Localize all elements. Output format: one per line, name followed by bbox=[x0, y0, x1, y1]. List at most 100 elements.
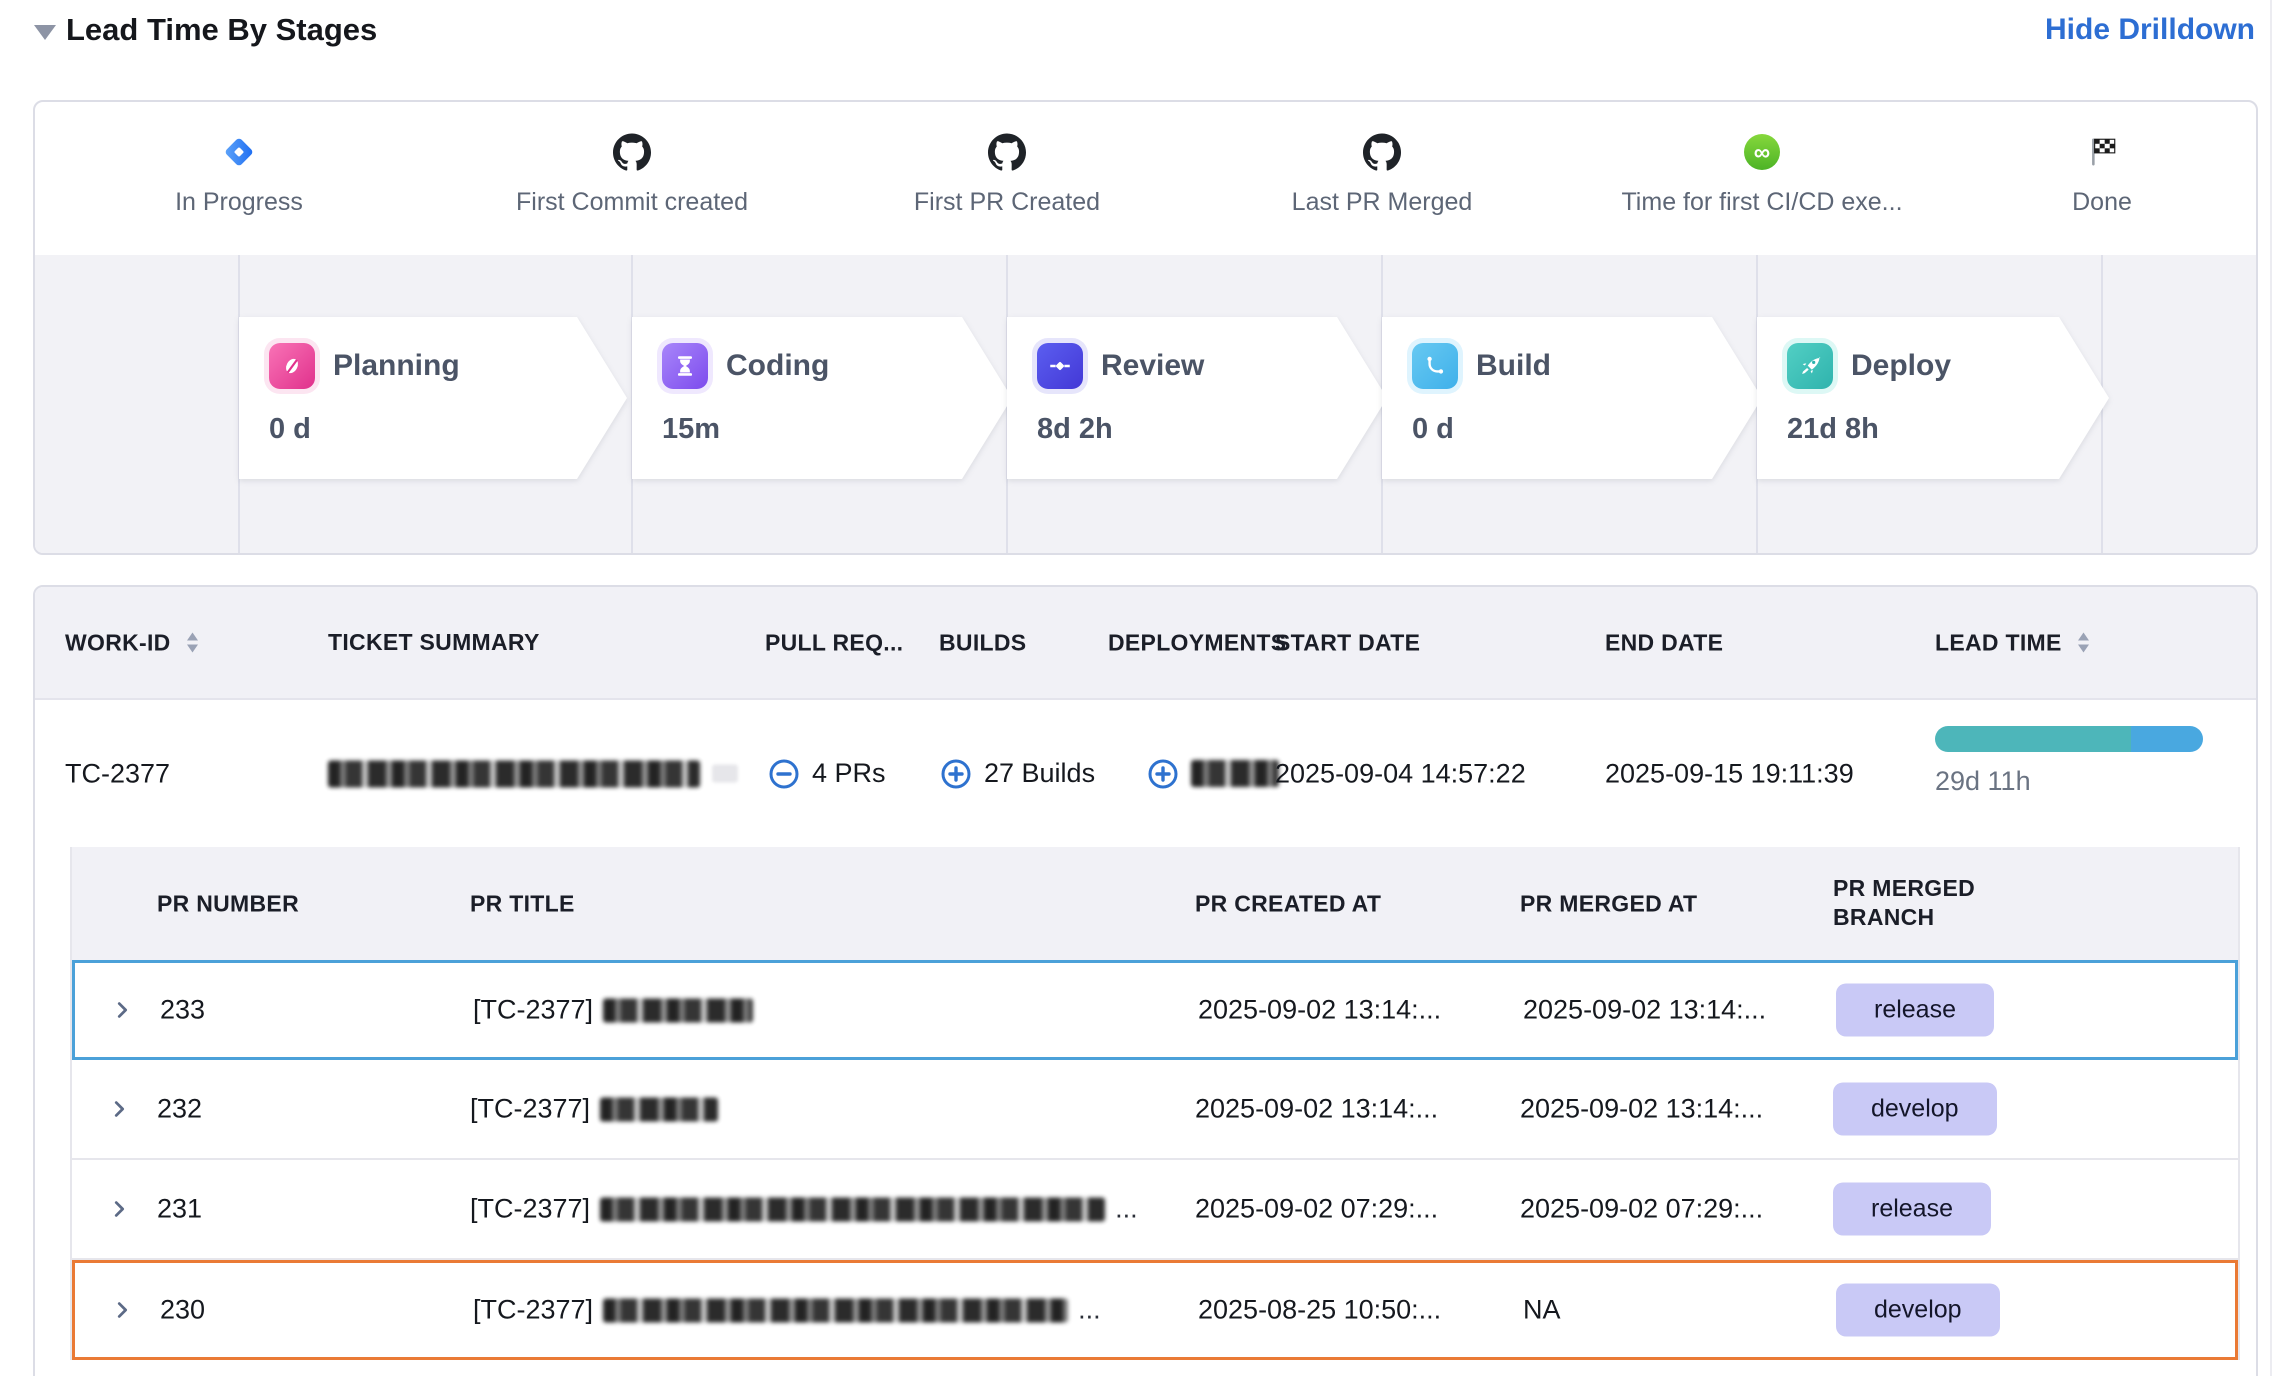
stage-duration: 21d 8h bbox=[1787, 413, 1879, 445]
pr-row-233[interactable]: 233 [TC-2377] 2025-09-02 13:14:... 2025-… bbox=[72, 960, 2238, 1060]
pr-title-prefix: [TC-2377] bbox=[473, 1294, 594, 1325]
redacted-text bbox=[603, 998, 754, 1022]
column-header-pull-requests: PULL REQ... bbox=[765, 629, 904, 655]
redacted-text bbox=[1191, 760, 1279, 787]
redacted-text-light bbox=[712, 764, 738, 783]
minus-circle-icon[interactable] bbox=[768, 758, 800, 790]
hide-drilldown-link[interactable]: Hide Drilldown bbox=[2045, 13, 2255, 46]
build-branch-icon bbox=[1412, 343, 1458, 389]
stage-duration: 15m bbox=[662, 413, 721, 445]
deploy-rocket-icon bbox=[1787, 343, 1833, 389]
stage-deploy: Deploy 21d 8h bbox=[1757, 317, 2109, 479]
redacted-text bbox=[328, 760, 700, 787]
collapse-triangle-icon[interactable] bbox=[34, 25, 56, 40]
pr-merged-at: 2025-09-02 13:14:... bbox=[1523, 994, 1767, 1025]
work-items-table: WORK-ID TICKET SUMMARY PULL REQ... BUILD… bbox=[33, 585, 2258, 1376]
pr-row-231[interactable]: 231 [TC-2377] ... 2025-09-02 07:29:... 2… bbox=[72, 1160, 2238, 1260]
branch-badge[interactable]: release bbox=[1836, 983, 1994, 1037]
expand-chevron-icon[interactable] bbox=[111, 1299, 133, 1321]
lead-time-cell: 29d 11h bbox=[1935, 726, 2203, 797]
pr-title-ellipsis: ... bbox=[1078, 1294, 1101, 1325]
expand-chevron-icon[interactable] bbox=[111, 999, 133, 1021]
deployments-cell[interactable] bbox=[1147, 758, 1279, 790]
branch-badge[interactable]: develop bbox=[1833, 1082, 1997, 1136]
column-label: LEAD TIME bbox=[1935, 629, 2062, 655]
github-octocat-icon bbox=[1202, 130, 1562, 174]
sort-icon[interactable] bbox=[185, 631, 200, 655]
redacted-text bbox=[603, 1298, 1069, 1322]
milestone-done: Done bbox=[1922, 130, 2256, 217]
pr-drilldown-table: PR NUMBER PR TITLE PR CREATED AT PR MERG… bbox=[70, 847, 2240, 1360]
pull-requests-count: 4 PRs bbox=[812, 758, 886, 788]
planning-icon bbox=[269, 343, 315, 389]
column-header-start-date: START DATE bbox=[1275, 629, 1421, 655]
coding-hourglass-icon bbox=[662, 343, 708, 389]
pull-requests-cell[interactable]: 4 PRs bbox=[768, 758, 886, 790]
pr-table-header: PR NUMBER PR TITLE PR CREATED AT PR MERG… bbox=[72, 847, 2238, 960]
pr-merged-at: 2025-09-02 13:14:... bbox=[1520, 1093, 1764, 1124]
sort-icon[interactable] bbox=[2076, 631, 2091, 655]
column-header-lead-time: LEAD TIME bbox=[1935, 629, 2091, 656]
work-item-row: TC-2377 4 PRs 27 Builds bbox=[35, 700, 2256, 847]
redacted-text bbox=[600, 1197, 1106, 1221]
pr-title-ellipsis: ... bbox=[1115, 1193, 1138, 1224]
pr-number: 231 bbox=[157, 1193, 203, 1224]
column-header-end-date: END DATE bbox=[1605, 629, 1724, 655]
redacted-text bbox=[600, 1097, 719, 1121]
pr-created-at: 2025-09-02 07:29:... bbox=[1195, 1193, 1439, 1224]
expand-chevron-icon[interactable] bbox=[108, 1098, 130, 1120]
stage-name: Deploy bbox=[1851, 349, 1952, 382]
github-octocat-icon bbox=[452, 130, 812, 174]
milestone-label: Done bbox=[2072, 188, 2132, 216]
pr-merged-at: 2025-09-02 07:29:... bbox=[1520, 1193, 1764, 1224]
cicd-infinity-icon: ∞ bbox=[1572, 130, 1952, 174]
column-header-builds: BUILDS bbox=[939, 629, 1027, 655]
plus-circle-icon[interactable] bbox=[1147, 758, 1179, 790]
expand-chevron-icon[interactable] bbox=[108, 1198, 130, 1220]
scrollbar-track[interactable] bbox=[2270, 0, 2272, 1376]
pr-title: [TC-2377] bbox=[473, 995, 763, 1026]
lead-time-bar-teal-segment bbox=[1935, 726, 2131, 752]
pr-title: [TC-2377] bbox=[470, 1094, 728, 1125]
column-header-work-id: WORK-ID bbox=[65, 629, 200, 656]
column-header-pr-merged-at: PR MERGED AT bbox=[1520, 890, 1698, 916]
stage-duration: 0 d bbox=[1412, 413, 1454, 445]
milestone-first-cicd: ∞ Time for first CI/CD exe... bbox=[1572, 130, 1952, 217]
milestone-label: In Progress bbox=[175, 188, 303, 216]
column-header-pr-title: PR TITLE bbox=[470, 890, 575, 916]
pr-title-prefix: [TC-2377] bbox=[470, 1193, 591, 1224]
stage-name: Planning bbox=[333, 349, 460, 382]
lead-time-bar[interactable] bbox=[1935, 726, 2203, 752]
work-table-header: WORK-ID TICKET SUMMARY PULL REQ... BUILD… bbox=[35, 587, 2256, 700]
branch-badge[interactable]: release bbox=[1833, 1182, 1991, 1236]
stage-duration: 0 d bbox=[269, 413, 311, 445]
plus-circle-icon[interactable] bbox=[940, 758, 972, 790]
column-header-pr-merged-branch: PR MERGED BRANCH bbox=[1833, 874, 1975, 931]
jira-diamond-icon bbox=[59, 130, 419, 174]
milestone-label: First PR Created bbox=[913, 188, 1101, 216]
milestone-label: Time for first CI/CD exe... bbox=[1621, 188, 1903, 216]
pr-title: [TC-2377] ... bbox=[470, 1194, 1138, 1225]
review-commit-icon bbox=[1037, 343, 1083, 389]
milestone-last-pr-merged: Last PR Merged bbox=[1202, 130, 1562, 217]
pr-title: [TC-2377] ... bbox=[473, 1295, 1101, 1326]
pr-created-at: 2025-09-02 13:14:... bbox=[1198, 994, 1442, 1025]
pr-row-230[interactable]: 230 [TC-2377] ... 2025-08-25 10:50:... N… bbox=[72, 1260, 2238, 1360]
milestone-label: First Commit created bbox=[516, 188, 748, 216]
start-date-value: 2025-09-04 14:57:22 bbox=[1275, 758, 1526, 788]
stage-name: Review bbox=[1101, 349, 1205, 382]
lead-time-pipeline-card: In Progress First Commit created First P… bbox=[33, 100, 2258, 555]
github-octocat-icon bbox=[827, 130, 1187, 174]
stage-coding: Coding 15m bbox=[632, 317, 1012, 479]
column-header-ticket-summary: TICKET SUMMARY bbox=[328, 628, 543, 658]
branch-badge[interactable]: develop bbox=[1836, 1283, 2000, 1337]
stage-name: Build bbox=[1476, 349, 1551, 382]
end-date-value: 2025-09-15 19:11:39 bbox=[1605, 758, 1854, 788]
column-label: WORK-ID bbox=[65, 629, 171, 655]
pr-row-232[interactable]: 232 [TC-2377] 2025-09-02 13:14:... 2025-… bbox=[72, 1060, 2238, 1160]
ticket-summary-redacted bbox=[328, 760, 738, 787]
pr-title-prefix: [TC-2377] bbox=[470, 1093, 591, 1124]
builds-cell[interactable]: 27 Builds bbox=[940, 758, 1095, 790]
pr-merged-at: NA bbox=[1523, 1294, 1561, 1325]
